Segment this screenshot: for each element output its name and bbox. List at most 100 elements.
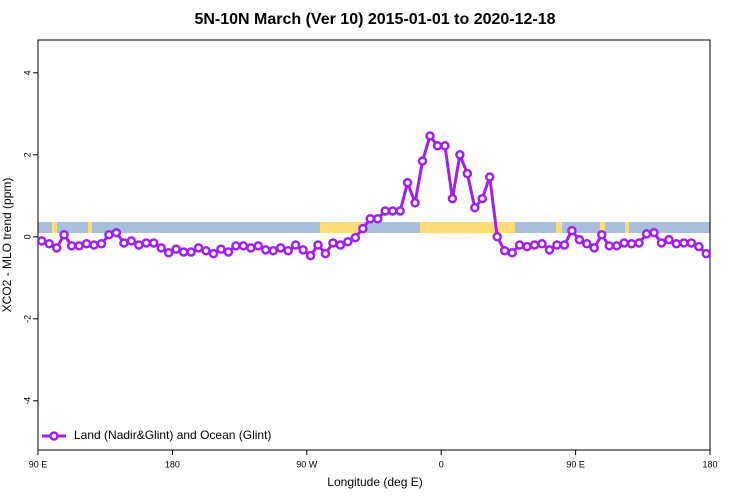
y-tick-label: 4 [22,70,32,75]
data-point [328,238,338,248]
data-point [313,240,323,250]
data-point [36,236,47,246]
data-point [358,223,368,234]
data-point [231,241,241,251]
data-point [372,214,383,224]
data-point [223,247,234,257]
data-point [641,229,652,239]
data-point [567,225,577,236]
data-point [462,168,473,179]
land-ocean-strip [38,222,710,233]
data-point [447,193,458,204]
data-point [134,240,144,250]
data-point [51,243,62,253]
data-point [701,248,712,259]
data-point [417,156,428,166]
data-point [119,238,129,248]
data-point [268,245,278,256]
data-point [283,245,293,256]
data-point [552,240,562,250]
data-point [186,247,196,257]
data-point [290,240,301,250]
x-axis-label: Longitude (deg E) [327,475,422,489]
y-tick-label: -2 [22,315,32,323]
data-point [634,238,644,248]
data-point [81,239,92,249]
data-point [178,247,189,257]
data-point [686,238,697,248]
data-point [522,241,532,252]
data-point [350,232,361,243]
data-point [395,206,405,216]
data-point [596,230,607,240]
chart-title: 5N-10N March (Ver 10) 2015-01-01 to 2020… [194,11,555,28]
data-point [537,239,547,249]
data-point [484,172,495,182]
data-point [582,239,592,249]
data-point [455,150,465,160]
data-point [604,241,614,251]
y-tick-label: -4 [22,397,32,405]
data-point [74,241,84,251]
data-point [477,193,488,204]
data-point [201,245,211,256]
y-axis-label: XCO2 - MLO trend (ppm) [0,178,14,313]
x-tick-label: 90 W [296,459,318,469]
data-point [208,248,219,259]
data-point [626,239,637,249]
data-point [671,239,682,249]
data-point [148,238,159,248]
data-point [492,232,502,242]
data-point [163,248,174,258]
data-point [507,248,517,258]
data-point [126,236,137,246]
data-point [649,227,659,238]
x-tick-label: 180 [165,459,180,469]
data-point [96,239,107,249]
data-point [679,238,689,248]
data-point [656,238,667,248]
x-tick-label: 0 [439,459,444,469]
data-point [380,206,390,216]
data-point [499,245,510,256]
data-point [305,250,316,261]
data-point [66,241,77,251]
data-point [611,241,622,251]
data-point [544,245,555,255]
data-point [193,243,204,253]
series-line [41,132,708,258]
plot-frame [37,39,711,451]
data-point [410,198,420,208]
data-point [365,214,376,224]
data-point [574,234,585,245]
data-point [44,239,54,249]
data-point [589,243,600,253]
data-point [246,243,256,253]
data-point [298,245,308,255]
legend-label: Land (Nadir&Glint) and Ocean (Glint) [74,428,271,442]
data-point [387,206,398,216]
y-tick-label: 2 [22,152,32,157]
data-point [320,248,331,259]
x-tick-label: 90 E [566,459,585,469]
data-point [425,131,435,141]
data-point [260,245,271,255]
data-point [343,236,353,247]
data-point [253,241,264,251]
data-point [664,234,674,245]
x-tick-label: 90 E [29,459,48,469]
data-point [89,240,99,250]
data-point [59,230,69,240]
data-point [559,240,570,250]
data-point [216,244,226,254]
data-point [402,177,413,188]
data-point [514,240,525,250]
data-point [432,141,443,151]
data-point [111,227,122,238]
data-point [141,238,152,248]
data-point [470,202,480,213]
data-point [619,238,629,248]
data-point [104,230,114,240]
data-point [529,240,540,250]
